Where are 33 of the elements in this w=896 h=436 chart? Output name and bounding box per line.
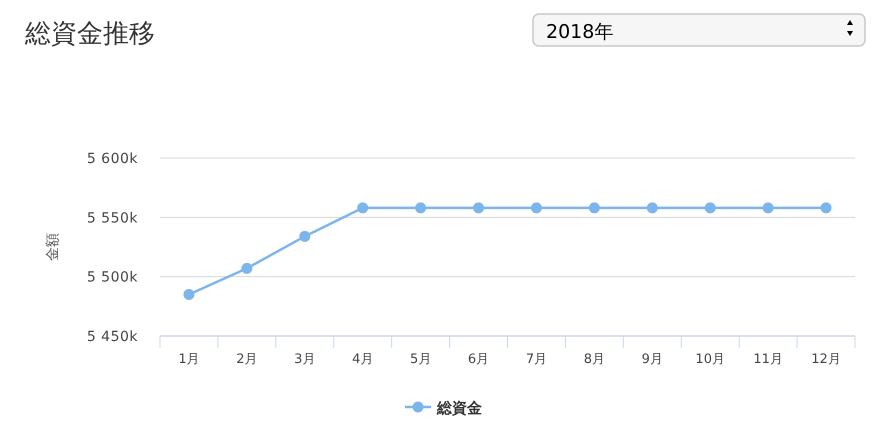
legend-label: 総資金: [436, 399, 482, 417]
y-tick-label: 5 600k: [86, 151, 138, 167]
point: [588, 202, 600, 214]
x-tick-label: 4月: [352, 352, 374, 367]
point: [704, 202, 716, 214]
point: [357, 202, 368, 214]
point: [473, 202, 484, 214]
y-axis-title: 金額: [45, 233, 61, 261]
point: [241, 262, 252, 274]
x-tick-label: 11月: [753, 352, 783, 367]
point: [820, 202, 832, 214]
x-tick-label: 6月: [468, 352, 490, 367]
x-tick-label: 9月: [642, 352, 663, 367]
point: [762, 202, 774, 214]
y-tick-label: 5 450k: [86, 329, 138, 345]
x-tick-label: 1月: [178, 352, 200, 367]
x-tick-label: 12月: [811, 352, 841, 367]
point: [183, 288, 194, 300]
point: [646, 202, 658, 214]
point: [299, 230, 310, 242]
x-tick-label: 2月: [236, 352, 258, 367]
x-tick-label: 10月: [695, 352, 725, 367]
x-tick-label: 3月: [294, 352, 316, 367]
x-tick-label: 8月: [584, 352, 606, 367]
x-tick-label: 5月: [410, 352, 432, 367]
point: [415, 202, 426, 214]
chart-title: 総資金推移: [24, 19, 155, 49]
x-tick-label: 7月: [526, 352, 548, 367]
point: [530, 202, 542, 214]
y-tick-label: 5 550k: [86, 210, 138, 226]
chart-subtitle: 2018年: [546, 21, 614, 43]
y-tick-label: 5 500k: [86, 270, 138, 286]
year-select: 2018年: [532, 13, 866, 47]
